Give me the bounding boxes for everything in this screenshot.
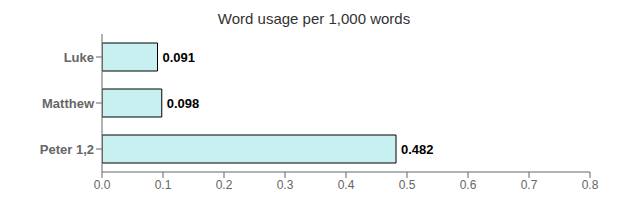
svg-text:0.3: 0.3 [277,178,294,192]
svg-text:0.482: 0.482 [401,142,434,157]
svg-text:0.2: 0.2 [216,178,233,192]
svg-text:0.1: 0.1 [155,178,172,192]
svg-text:0.0: 0.0 [94,178,111,192]
svg-text:0.4: 0.4 [338,178,355,192]
svg-text:Luke: Luke [64,50,94,65]
svg-text:0.5: 0.5 [399,178,416,192]
svg-text:0.098: 0.098 [167,96,200,111]
svg-text:0.7: 0.7 [521,178,538,192]
svg-text:Peter 1,2: Peter 1,2 [40,142,94,157]
svg-text:0.091: 0.091 [163,50,196,65]
svg-text:Matthew: Matthew [42,96,95,111]
svg-text:0.8: 0.8 [582,178,599,192]
svg-text:0.6: 0.6 [460,178,477,192]
html-text:Word usage per 1,000 words: Word usage per 1,000 words [217,10,411,27]
